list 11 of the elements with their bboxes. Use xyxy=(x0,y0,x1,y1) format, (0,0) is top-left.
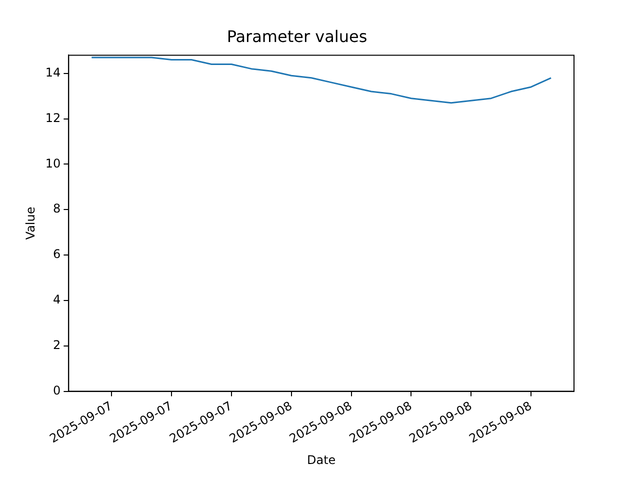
y-tick-label: 6 xyxy=(53,247,61,262)
y-tick-label: 12 xyxy=(45,110,61,125)
y-tick-label: 2 xyxy=(53,338,61,352)
y-tick-label: 8 xyxy=(53,202,61,216)
y-axis-title: Value xyxy=(23,206,38,240)
y-tick-label: 4 xyxy=(53,292,61,307)
y-tick-label: 14 xyxy=(45,65,61,80)
x-axis-title: Date xyxy=(306,452,336,467)
chart-title: Parameter values xyxy=(226,26,368,46)
y-tick-label: 10 xyxy=(45,156,61,170)
y-tick-label: 0 xyxy=(53,383,61,398)
